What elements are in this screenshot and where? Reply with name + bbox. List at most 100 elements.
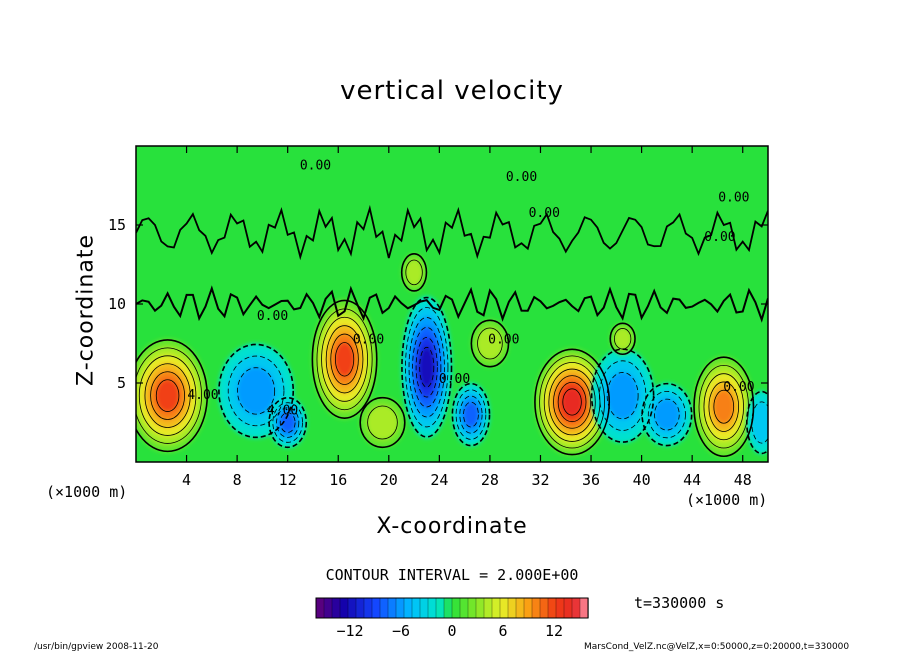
x-tick-label: 48 [734, 471, 752, 489]
x-tick-label: 28 [481, 471, 499, 489]
contour-line [330, 333, 359, 385]
colorbar-swatch [555, 597, 565, 619]
footer-right: MarsCond_VelZ.nc@VelZ,x=0:50000,z=0:2000… [584, 642, 850, 652]
contour-line [713, 389, 735, 424]
velocity-cell [746, 390, 768, 455]
zero-contour-upper [136, 204, 768, 261]
contour-lines [136, 204, 768, 458]
velocity-band [618, 333, 627, 345]
contour-line [613, 328, 632, 350]
y-axis: 5 10 15 [108, 216, 768, 392]
colorbar-swatch [499, 597, 509, 619]
contour-label: 0.00 [353, 333, 384, 348]
x-axis-label: X-coordinate [376, 514, 528, 539]
contour-line [325, 325, 364, 394]
contour-line [334, 342, 355, 377]
colorbar-swatch [435, 597, 445, 619]
contour-line [272, 402, 303, 443]
chart-title: vertical velocity [340, 76, 564, 106]
velocity-band [756, 411, 767, 434]
colorbar-swatch [531, 597, 541, 619]
colorbar-swatch [379, 597, 389, 619]
colorbar-swatch [507, 597, 517, 619]
contour-line [599, 360, 647, 431]
contour-line [367, 405, 398, 440]
contour-line [400, 253, 428, 292]
contour-line [543, 362, 601, 442]
x-tick-label: 32 [531, 471, 549, 489]
contour-line [321, 316, 368, 402]
contour-line [647, 390, 686, 439]
velocity-band [614, 383, 631, 408]
colorbar-swatch [355, 597, 365, 619]
colorbar-swatch [403, 597, 413, 619]
colorbar-swatch [451, 597, 461, 619]
contour-label: 4.00 [267, 404, 298, 419]
contour-line [415, 336, 438, 398]
contour-line [693, 356, 755, 458]
colorbar-swatch [523, 597, 533, 619]
contour-label: 0.00 [704, 230, 735, 245]
contour-line [408, 317, 445, 418]
y-tick-label: 5 [117, 374, 126, 392]
colorbar-swatch [331, 597, 341, 619]
velocity-band [374, 414, 391, 431]
colorbar-swatch [427, 597, 437, 619]
contour-line [654, 398, 680, 431]
contour-label: 0.00 [529, 206, 560, 221]
colorbar-swatch [539, 597, 549, 619]
contour-line [359, 396, 406, 449]
velocity-cell [693, 356, 755, 458]
colorbar-swatch [387, 597, 397, 619]
velocity-band [660, 406, 674, 423]
contour-line [412, 326, 442, 408]
contour-line [136, 339, 209, 453]
x-unit-left: (×1000 m) [46, 483, 128, 501]
colorbar-swatch [323, 597, 333, 619]
contour-label: 0.00 [300, 159, 331, 174]
x-axis: 4 8 12 16 20 24 28 32 36 40 44 48 [182, 146, 752, 489]
contour-line [548, 368, 596, 436]
y-tick-label: 15 [108, 216, 126, 234]
colorbar-tick-label: −12 [336, 622, 363, 640]
contour-line [279, 412, 296, 433]
colorbar-swatch [563, 597, 573, 619]
velocity-field [136, 146, 768, 462]
contour-interval: CONTOUR INTERVAL = 2.000E+00 [325, 566, 579, 584]
velocity-band [409, 266, 419, 279]
velocity-cell [401, 253, 427, 292]
colorbar-tick-label: 6 [498, 622, 507, 640]
contour-labels: 4.00 4.00 0.00 0.00 0.00 0.00 0.00 0.00 0.00 0.00… [187, 159, 754, 419]
contour-line [227, 355, 285, 427]
contour-line [405, 307, 449, 428]
contour-line [553, 375, 592, 429]
contour-line [641, 382, 693, 447]
x-tick-label: 40 [633, 471, 651, 489]
colorbar-swatch [363, 597, 373, 619]
contour-line [150, 371, 185, 420]
velocity-band [246, 379, 266, 403]
contour-label: 0.00 [723, 380, 754, 395]
contour-line [237, 367, 276, 415]
contour-line [155, 379, 180, 412]
contour-line [477, 327, 503, 360]
colorbar-swatch [515, 597, 525, 619]
colorbar-swatch [547, 597, 557, 619]
y-tick-label: 10 [108, 295, 126, 313]
colorbar-swatch [371, 597, 381, 619]
x-tick-label: 12 [279, 471, 297, 489]
x-tick-label: 24 [430, 471, 448, 489]
contour-line [557, 381, 587, 423]
colorbar-swatch [459, 597, 469, 619]
colorbar-swatch [339, 597, 349, 619]
velocity-cell [610, 322, 636, 355]
colorbar-swatch [475, 597, 485, 619]
contour-line [534, 348, 611, 456]
velocity-cell [136, 338, 209, 453]
contour-line [746, 390, 768, 455]
velocity-band [283, 417, 292, 428]
colorbar-swatch [467, 597, 477, 619]
contour-line [401, 296, 453, 438]
contour-line [311, 299, 378, 419]
